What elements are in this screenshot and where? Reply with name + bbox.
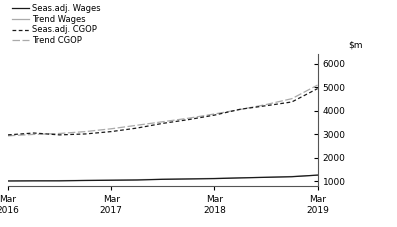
Legend: Seas.adj. Wages, Trend Wages, Seas.adj. CGOP, Trend CGOP: Seas.adj. Wages, Trend Wages, Seas.adj. … [12, 4, 101, 45]
Text: $m: $m [349, 40, 363, 49]
